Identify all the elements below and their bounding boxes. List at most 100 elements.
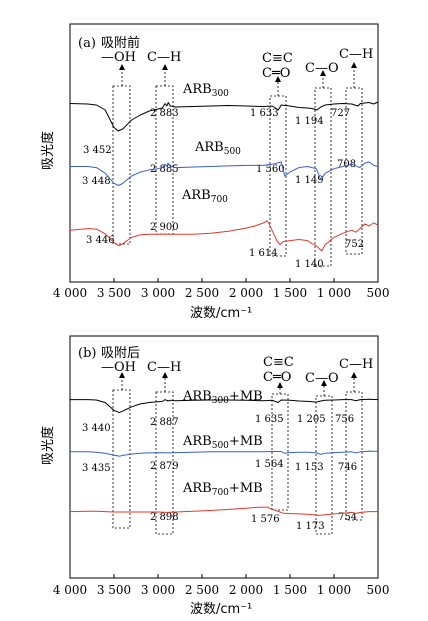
- series-line-arb300-mb: [70, 398, 379, 414]
- series-label-arb700-a: ARB700: [181, 188, 228, 205]
- group-label-cc-b: C≡C: [263, 355, 294, 370]
- x-axis-label-b: 波数/cm⁻¹: [190, 602, 252, 617]
- peak-label-a-10: 3 446: [86, 235, 115, 246]
- x-tick-label-0: 4 000: [53, 583, 87, 597]
- group-label-c-o-a: C—O: [305, 61, 339, 76]
- x-tick-label-5: 1 500: [273, 583, 307, 597]
- group-label-oh-a: —OH: [101, 50, 136, 65]
- x-tick-label-1: 3 500: [97, 286, 131, 300]
- arrowhead-ch-b: [162, 372, 168, 378]
- x-tick-label-2: 3 000: [141, 286, 175, 300]
- group-label-co-a: C═O: [262, 66, 290, 81]
- band-ch-b: [155, 391, 174, 535]
- series-line-arb500-mb: [70, 450, 379, 457]
- group-label-ch-a: C—H: [147, 50, 181, 65]
- arrowhead-cc-co-a: [275, 76, 281, 82]
- x-tick-label-0: 4 000: [53, 286, 87, 300]
- group-label-co-b: C═O: [263, 370, 291, 385]
- panel-a-title: 吸附前: [101, 35, 140, 51]
- x-tick-label-3: 2 500: [185, 583, 219, 597]
- peak-label-a-6: 2 885: [150, 164, 179, 175]
- x-tick-label-1: 3 500: [97, 583, 131, 597]
- peak-label-a-0: 3 452: [83, 145, 112, 156]
- group-label-cc-a: C≡C: [262, 51, 293, 66]
- peak-label-a-8: 1 149: [295, 175, 324, 186]
- band-oh-b: [112, 389, 131, 529]
- arrowhead-oh-a: [119, 64, 125, 70]
- group-label-ch2-a: C—H: [339, 47, 373, 62]
- x-tick-label-2: 3 000: [141, 583, 175, 597]
- y-axis-label-a: 吸光度: [40, 131, 56, 170]
- peak-label-b-10: 2 898: [150, 512, 179, 523]
- peak-label-a-9: 708: [337, 159, 356, 170]
- peak-label-b-11: 1 576: [251, 514, 280, 525]
- peak-label-b-9: 746: [338, 462, 357, 473]
- peak-label-b-12: 1 173: [296, 521, 325, 532]
- arrowhead-c-o-b: [321, 380, 327, 386]
- arrowhead-ch2-b: [351, 372, 357, 378]
- panel-b: (b) 吸附后 —OH C—H C≡C C═O C—O C—H ARB300+M…: [40, 335, 390, 617]
- peak-label-b-2: 1 635: [255, 414, 284, 425]
- peak-label-b-5: 3 435: [82, 463, 111, 474]
- peak-label-a-5: 3 448: [82, 176, 111, 187]
- panel-b-title: 吸附后: [101, 346, 140, 361]
- group-label-oh-b: —OH: [101, 360, 136, 375]
- group-label-c-o-b: C—O: [305, 371, 339, 386]
- band-ch2-b: [345, 391, 363, 521]
- peak-label-b-0: 3 440: [82, 423, 111, 434]
- series-label-arb500-b: ARB500+MB: [182, 434, 263, 451]
- plot-frame-b: [69, 335, 379, 579]
- peak-label-b-7: 1 564: [255, 459, 284, 470]
- group-label-ch2-b: C—H: [339, 357, 373, 372]
- panel-a-label: (a): [78, 36, 96, 51]
- x-axis-label-a: 波数/cm⁻¹: [190, 306, 252, 321]
- panel-b-label: (b): [78, 346, 96, 361]
- band-oh-a: [112, 85, 131, 245]
- group-label-ch-b: C—H: [147, 360, 181, 375]
- series-label-arb700-b: ARB700+MB: [182, 481, 263, 498]
- series-line-arb700-mb: [69, 506, 378, 516]
- peak-label-a-13: 1 140: [295, 259, 324, 270]
- x-tick-label-4: 2 000: [229, 286, 263, 300]
- series-label-arb300-b: ARB300+MB: [182, 389, 263, 406]
- arrowhead-ch-a: [162, 64, 168, 70]
- peak-label-a-3: 1 194: [295, 116, 324, 127]
- x-tick-label-7: 500: [367, 583, 390, 597]
- x-tick-label-6: 1 000: [317, 583, 351, 597]
- peak-label-b-13: 754: [338, 512, 357, 523]
- peak-label-a-1: 2 883: [150, 108, 179, 119]
- arrowhead-ch2-a: [351, 62, 357, 68]
- x-tick-label-7: 500: [367, 286, 390, 300]
- panel-a: (a) 吸附前 —OH C—H C≡C C═O C—O C—H ARB300 A…: [40, 23, 390, 321]
- arrowhead-cc-co-b: [277, 382, 283, 388]
- peak-label-a-12: 1 614: [249, 248, 278, 259]
- plot-frame-a: [69, 23, 379, 283]
- series-group-a: [69, 101, 379, 252]
- y-axis-label-b: 吸光度: [40, 426, 56, 465]
- x-axis-a: 4 000 3 500 3 000 2 500 2 000 1 500 1 000 500: [53, 278, 390, 300]
- peak-label-a-14: 752: [345, 239, 364, 250]
- series-label-arb500-a: ARB500: [194, 140, 241, 157]
- x-tick-label-3: 2 500: [185, 286, 219, 300]
- x-tick-label-4: 2 000: [229, 583, 263, 597]
- series-line-arb700: [69, 220, 379, 252]
- peak-label-a-11: 2 900: [150, 222, 179, 233]
- peak-label-b-4: 756: [335, 414, 354, 425]
- arrowhead-oh-b: [119, 372, 125, 378]
- series-label-arb300-a: ARB300: [182, 82, 229, 99]
- peak-label-a-4: 727: [331, 108, 350, 119]
- peak-label-b-3: 1 205: [297, 414, 326, 425]
- series-group-b: [69, 398, 379, 516]
- peak-label-b-6: 2 879: [150, 461, 179, 472]
- arrowhead-c-o-a: [320, 70, 326, 76]
- peak-label-b-1: 2 887: [150, 417, 179, 428]
- peak-label-b-8: 1 153: [295, 462, 324, 473]
- x-axis-b: 4 000 3 500 3 000 2 500 2 000 1 500 1 000 500: [53, 574, 390, 597]
- series-line-arb500: [70, 161, 379, 186]
- peak-label-a-2: 1 633: [250, 108, 279, 119]
- series-line-arb300: [69, 101, 379, 132]
- peak-label-a-7: 1 560: [256, 164, 285, 175]
- x-tick-label-6: 1 000: [317, 286, 351, 300]
- x-tick-label-5: 1 500: [273, 286, 307, 300]
